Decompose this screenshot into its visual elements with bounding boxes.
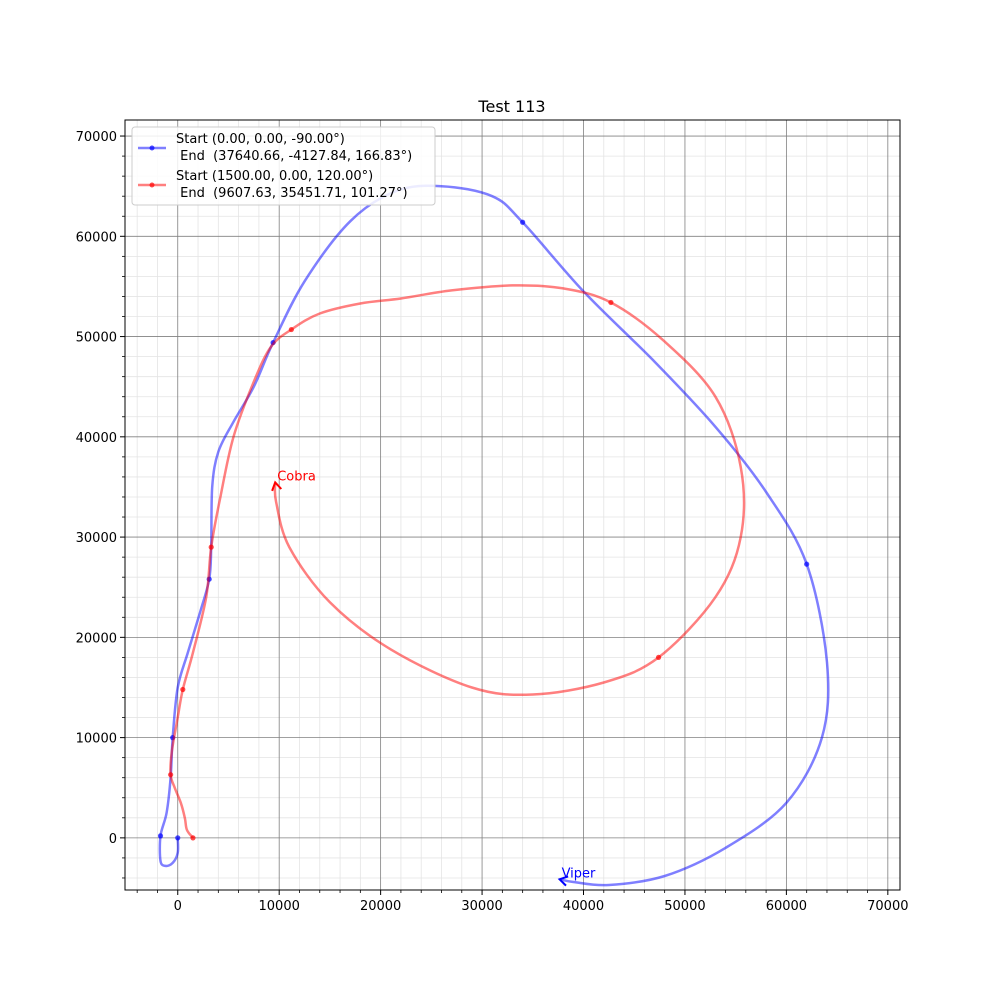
y-tick-label: 20000: [76, 631, 117, 646]
series-marker-red: [208, 544, 214, 550]
series-marker-red: [190, 835, 196, 841]
series-red: Cobra: [168, 284, 746, 841]
y-tick-label: 40000: [76, 431, 117, 446]
legend-label-blue-line1: Start (0.00, 0.00, -90.00°): [176, 132, 345, 147]
y-axis-ticks: 0 10000 20000 30000 40000 50000 60000 70000: [76, 130, 125, 879]
legend-label-blue-line2: End (37640.66, -4127.84, 166.83°): [176, 149, 412, 164]
series-marker-red: [168, 772, 174, 778]
chart-title: Test 113: [477, 97, 545, 116]
major-grid: [125, 120, 900, 890]
x-tick-label: 30000: [461, 899, 502, 914]
series-marker-red: [608, 299, 614, 306]
y-tick-label: 0: [109, 832, 117, 847]
end-arrow-blue: [557, 875, 569, 887]
series-marker-blue: [520, 219, 526, 225]
x-axis-ticks: 0 10000 20000 30000 40000 50000 60000 70000: [136, 890, 909, 914]
y-tick-label: 70000: [76, 130, 117, 145]
series-line-blue: [158, 184, 830, 887]
legend-swatch-blue-marker: [149, 145, 155, 151]
series-marker-red: [180, 686, 186, 693]
x-tick-label: 0: [174, 899, 182, 914]
legend-swatch-red-marker: [149, 182, 155, 188]
x-tick-label: 70000: [867, 899, 908, 914]
annotation-cobra: Cobra: [277, 469, 316, 484]
y-tick-label: 50000: [76, 331, 117, 346]
axes-frame: [124, 119, 901, 891]
legend-label-red-line1: Start (1500.00, 0.00, 120.00°): [176, 169, 373, 184]
x-tick-label: 20000: [360, 899, 401, 914]
end-arrow-red: [271, 480, 283, 492]
y-tick-label: 10000: [76, 732, 117, 747]
x-tick-label: 50000: [664, 899, 705, 914]
legend-label-red-line2: End (9607.63, 35451.71, 101.27°): [176, 186, 408, 201]
x-tick-label: 60000: [766, 899, 807, 914]
legend: Start (0.00, 0.00, -90.00°) End (37640.6…: [131, 126, 436, 206]
legend-entry-blue: Start (0.00, 0.00, -90.00°) End (37640.6…: [138, 132, 412, 164]
x-tick-label: 40000: [563, 899, 604, 914]
series-marker-blue: [804, 561, 810, 567]
series-marker-red: [288, 326, 294, 333]
legend-entry-red: Start (1500.00, 0.00, 120.00°) End (9607…: [138, 169, 408, 201]
series-marker-red: [655, 654, 662, 660]
series-layer: Viper Cobra: [157, 184, 830, 887]
x-tick-label: 10000: [259, 899, 300, 914]
annotation-viper: Viper: [562, 866, 596, 881]
y-tick-label: 30000: [76, 531, 117, 546]
series-marker-blue: [157, 833, 164, 839]
y-tick-label: 60000: [76, 230, 117, 245]
legend-box: [131, 126, 436, 206]
series-marker-blue: [175, 835, 181, 841]
series-line-red: [169, 284, 746, 839]
